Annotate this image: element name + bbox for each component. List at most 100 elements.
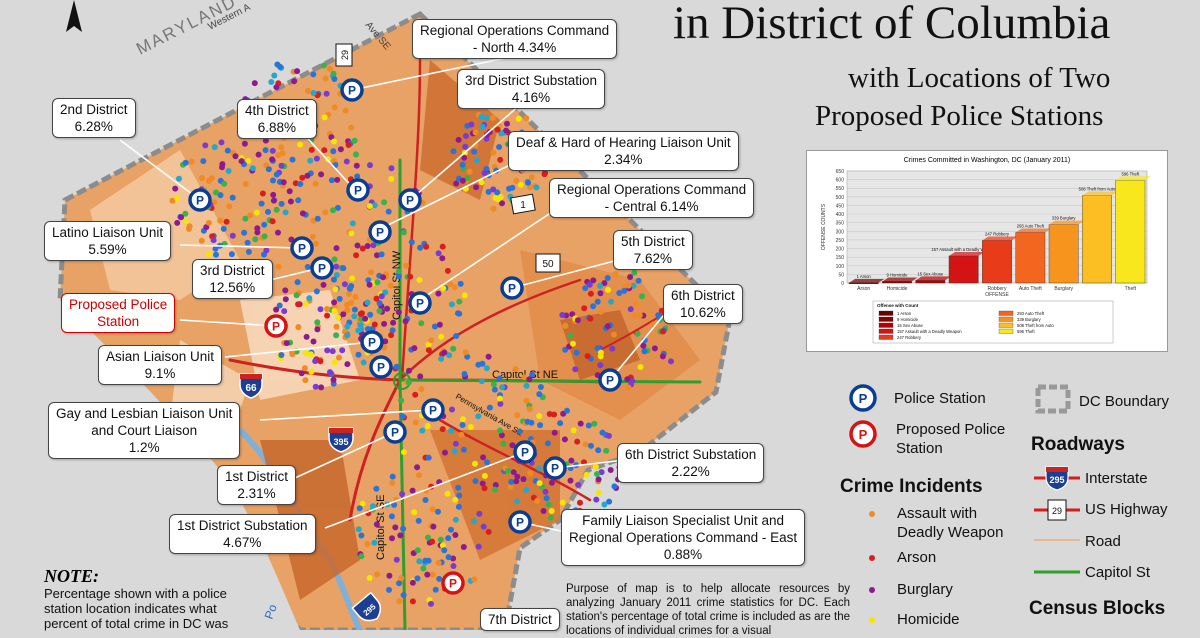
crime-dot [217, 217, 224, 224]
crime-dot [388, 165, 395, 172]
crime-dot [598, 469, 605, 476]
crime-dot [348, 230, 355, 237]
crime-dot [577, 420, 584, 427]
callout-6th-district-substation: 6th District Substation 2.22% [617, 443, 765, 483]
crime-dot [278, 162, 285, 169]
crime-dot [509, 184, 516, 191]
callout-line: 2.31% [237, 486, 276, 501]
crime-dot [485, 528, 492, 535]
crime-dot [378, 293, 385, 300]
crime-dot [273, 84, 280, 91]
crime-dot [513, 478, 520, 485]
crime-dot [368, 269, 375, 276]
chart-y-tick-label: 500 [836, 195, 845, 201]
crime-dot [659, 353, 666, 360]
crime-dot [213, 251, 219, 258]
crime-dot [432, 586, 439, 593]
callout-line: Gay and Lesbian Liaison Unit [56, 406, 233, 421]
callout-line: 1.2% [128, 440, 160, 455]
police-station-marker: P [398, 188, 422, 212]
crime-dot [313, 155, 320, 162]
crime-dot [507, 483, 514, 490]
crime-dot [423, 243, 430, 250]
crime-dot [340, 311, 347, 318]
crime-dot [217, 192, 224, 199]
crime-dot [627, 274, 634, 280]
crime-dot [604, 275, 611, 281]
crime-dot [422, 557, 429, 564]
callout-line: Asian Liaison Unit [106, 349, 215, 364]
crime-dot [396, 273, 402, 280]
crime-dot [588, 442, 594, 449]
crime-dot [636, 312, 643, 319]
crime-dot [354, 173, 361, 180]
crime-dot [360, 359, 367, 366]
crime-dot [577, 499, 583, 506]
crime-dot [466, 168, 473, 175]
crime-dot [309, 233, 316, 240]
crime-dot [548, 514, 554, 521]
crime-dot [448, 301, 455, 308]
svg-text:66: 66 [245, 383, 257, 394]
crime-dot [456, 492, 463, 499]
crime-dot [481, 170, 488, 176]
svg-text:P: P [318, 262, 326, 276]
police-station-marker: P [543, 456, 567, 480]
crime-dot [412, 391, 419, 398]
chart-bar [848, 282, 879, 285]
chart-bar [982, 240, 1012, 284]
crime-dot [242, 181, 249, 187]
crime-dot [479, 123, 486, 130]
crime-dot [424, 423, 431, 429]
callout-line: 6.28% [74, 119, 113, 134]
crime-dot [365, 277, 372, 284]
crime-dot [608, 298, 615, 305]
crime-dot [299, 174, 306, 181]
callout-proposed-police-station: Proposed Police Station [61, 293, 176, 333]
svg-text:P: P [449, 577, 457, 591]
crime-dot [428, 600, 434, 607]
crime-dot [397, 532, 404, 539]
crime-dot [353, 162, 360, 169]
crime-dot [510, 469, 517, 476]
crime-dot [523, 398, 530, 404]
svg-text:29: 29 [1052, 506, 1062, 516]
crime-dot [221, 180, 228, 187]
crime-dot [241, 229, 248, 236]
crime-dot [310, 71, 317, 78]
chart-legend-swatch [998, 328, 1014, 334]
crime-dot [261, 233, 268, 240]
police-station-marker: P [368, 220, 392, 244]
crime-chart-inset: Crimes Committed in Washington, DC (Janu… [806, 150, 1168, 352]
chart-legend-title: Offense with Count [877, 303, 919, 308]
crime-dot [528, 174, 535, 181]
chart-data-label: 9 Homicide [887, 272, 909, 277]
legend-interstate: Interstate [1085, 470, 1148, 487]
chart-bar [1015, 232, 1046, 284]
crime-dot [282, 287, 289, 294]
crime-dot [302, 300, 309, 307]
crime-dot [297, 181, 304, 187]
crime-dot [455, 503, 462, 510]
chart-legend-swatch [998, 310, 1014, 316]
crime-dot [400, 592, 407, 599]
crime-dot [523, 382, 530, 389]
crime-dot [529, 371, 536, 378]
crime-dot [475, 413, 482, 420]
crime-dot [331, 276, 337, 283]
crime-dot [371, 202, 378, 209]
crime-dot [389, 327, 396, 334]
crime-dot [396, 598, 403, 605]
crime-dot [429, 506, 436, 513]
chart-legend-label: 596 Theft [1017, 329, 1035, 334]
crime-dot [305, 87, 311, 94]
legend-capitol-st: Capitol St [1085, 564, 1151, 581]
crime-dot [371, 321, 378, 328]
crime-dot [464, 175, 471, 181]
crime-dot [436, 321, 443, 328]
crime-dot [312, 383, 319, 390]
crime-dot [574, 438, 581, 445]
crime-dot [416, 277, 423, 283]
crime-dot [597, 349, 604, 356]
crime-dot [574, 317, 581, 324]
